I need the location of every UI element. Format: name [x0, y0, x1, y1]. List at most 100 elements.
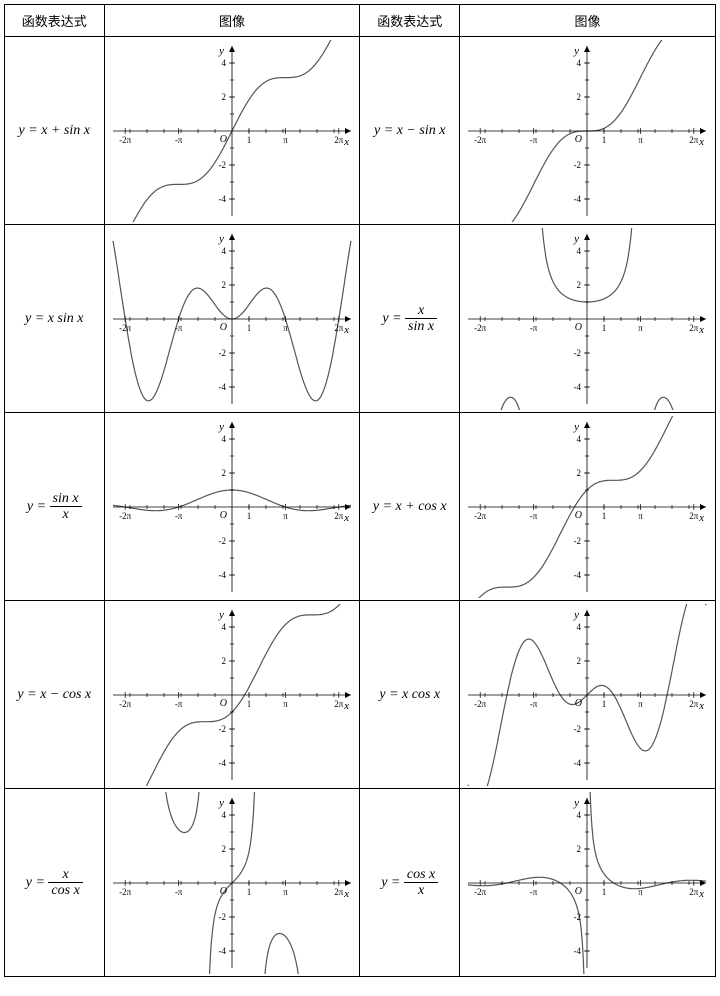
svg-text:-4: -4: [218, 382, 226, 392]
svg-text:-2: -2: [574, 912, 582, 922]
svg-text:-2π: -2π: [475, 135, 487, 145]
svg-text:y: y: [574, 233, 580, 245]
svg-text:1: 1: [602, 511, 607, 521]
svg-text:2: 2: [577, 656, 582, 666]
svg-text:-2π: -2π: [475, 323, 487, 333]
svg-text:-π: -π: [530, 511, 538, 521]
svg-text:O: O: [220, 886, 227, 897]
svg-text:-2: -2: [218, 724, 226, 734]
graph-cell-g9: -2π-π1π2π-4-224xyO: [104, 789, 360, 977]
expr-cell-g5: y = sin xx: [5, 413, 105, 601]
svg-text:4: 4: [221, 622, 226, 632]
svg-text:2π: 2π: [690, 323, 700, 333]
graph-cell-g8: -2π-π1π2π-4-224xyO: [459, 601, 715, 789]
svg-text:4: 4: [577, 246, 582, 256]
svg-text:-2: -2: [574, 348, 582, 358]
graph-g9: -2π-π1π2π-4-224xyO: [107, 792, 357, 974]
svg-text:π: π: [639, 323, 644, 333]
svg-text:-π: -π: [530, 699, 538, 709]
svg-text:-2: -2: [574, 160, 582, 170]
svg-text:-2: -2: [574, 724, 582, 734]
svg-text:-4: -4: [218, 194, 226, 204]
table-row: y = x − cos x-2π-π1π2π-4-224xyOy = x cos…: [5, 601, 716, 789]
graph-cell-g5: -2π-π1π2π-4-224xyO: [104, 413, 360, 601]
svg-text:x: x: [343, 512, 349, 524]
svg-text:4: 4: [221, 434, 226, 444]
svg-text:y: y: [218, 421, 224, 433]
svg-text:x: x: [699, 324, 705, 336]
svg-text:4: 4: [577, 434, 582, 444]
svg-text:2π: 2π: [334, 699, 344, 709]
svg-text:1: 1: [247, 135, 252, 145]
svg-text:y: y: [574, 609, 580, 621]
svg-text:2π: 2π: [690, 699, 700, 709]
svg-text:y: y: [218, 45, 224, 57]
svg-text:O: O: [575, 322, 582, 333]
svg-text:-2: -2: [574, 536, 582, 546]
svg-text:π: π: [639, 887, 644, 897]
svg-text:π: π: [283, 699, 288, 709]
svg-text:2π: 2π: [334, 511, 344, 521]
svg-text:π: π: [639, 699, 644, 709]
svg-text:2: 2: [577, 468, 582, 478]
svg-text:2π: 2π: [334, 135, 344, 145]
expr-cell-g9: y = xcos x: [5, 789, 105, 977]
expr-cell-g10: y = cos xx: [360, 789, 460, 977]
svg-text:2π: 2π: [690, 511, 700, 521]
svg-text:O: O: [575, 698, 582, 709]
axes-layer: -2π-π1π2π-4-224xyO: [468, 45, 706, 216]
svg-text:2π: 2π: [334, 887, 344, 897]
svg-text:4: 4: [577, 810, 582, 820]
svg-text:1: 1: [247, 699, 252, 709]
svg-text:-2: -2: [218, 160, 226, 170]
svg-text:-4: -4: [574, 194, 582, 204]
svg-text:2: 2: [577, 92, 582, 102]
table-header-row: 函数表达式 图像 函数表达式 图像: [5, 5, 716, 37]
expr-cell-g2: y = x − sin x: [360, 37, 460, 225]
svg-text:x: x: [343, 324, 349, 336]
svg-text:1: 1: [247, 511, 252, 521]
svg-text:y: y: [574, 421, 580, 433]
col-header-graph-1: 图像: [104, 5, 360, 37]
svg-text:x: x: [699, 136, 705, 148]
svg-text:O: O: [575, 134, 582, 145]
svg-text:O: O: [575, 510, 582, 521]
svg-text:-2π: -2π: [475, 887, 487, 897]
svg-text:y: y: [574, 45, 580, 57]
svg-text:x: x: [699, 700, 705, 712]
svg-text:-π: -π: [175, 323, 183, 333]
svg-text:y: y: [218, 609, 224, 621]
svg-text:-π: -π: [175, 887, 183, 897]
col-header-expr-1: 函数表达式: [5, 5, 105, 37]
expr-cell-g3: y = x sin x: [5, 225, 105, 413]
svg-text:2: 2: [221, 468, 226, 478]
graph-cell-g6: -2π-π1π2π-4-224xyO: [459, 413, 715, 601]
table-row: y = xcos x-2π-π1π2π-4-224xyOy = cos xx-2…: [5, 789, 716, 977]
svg-text:-π: -π: [530, 135, 538, 145]
graph-g8: -2π-π1π2π-4-224xyO: [462, 604, 712, 786]
svg-text:-π: -π: [175, 135, 183, 145]
svg-text:4: 4: [221, 58, 226, 68]
svg-text:O: O: [220, 510, 227, 521]
svg-text:O: O: [575, 886, 582, 897]
axes-layer: -2π-π1π2π-4-224xyO: [468, 421, 706, 592]
expr-cell-g8: y = x cos x: [360, 601, 460, 789]
svg-text:y: y: [218, 797, 224, 809]
svg-text:-π: -π: [530, 887, 538, 897]
axes-layer: -2π-π1π2π-4-224xyO: [113, 421, 351, 592]
svg-text:-4: -4: [218, 570, 226, 580]
svg-text:-4: -4: [574, 758, 582, 768]
graph-g6: -2π-π1π2π-4-224xyO: [462, 416, 712, 598]
svg-text:4: 4: [577, 58, 582, 68]
graph-cell-g2: -2π-π1π2π-4-224xyO: [459, 37, 715, 225]
graph-g1: -2π-π1π2π-4-224xyO: [107, 40, 357, 222]
svg-text:y: y: [218, 233, 224, 245]
graph-cell-g10: -2π-π1π2π-4-224xyO: [459, 789, 715, 977]
svg-text:O: O: [220, 698, 227, 709]
svg-text:-2π: -2π: [475, 511, 487, 521]
axes-layer: -2π-π1π2π-4-224xyO: [113, 233, 351, 404]
svg-text:O: O: [220, 134, 227, 145]
svg-text:O: O: [220, 322, 227, 333]
expr-cell-g6: y = x + cos x: [360, 413, 460, 601]
svg-text:-π: -π: [175, 511, 183, 521]
